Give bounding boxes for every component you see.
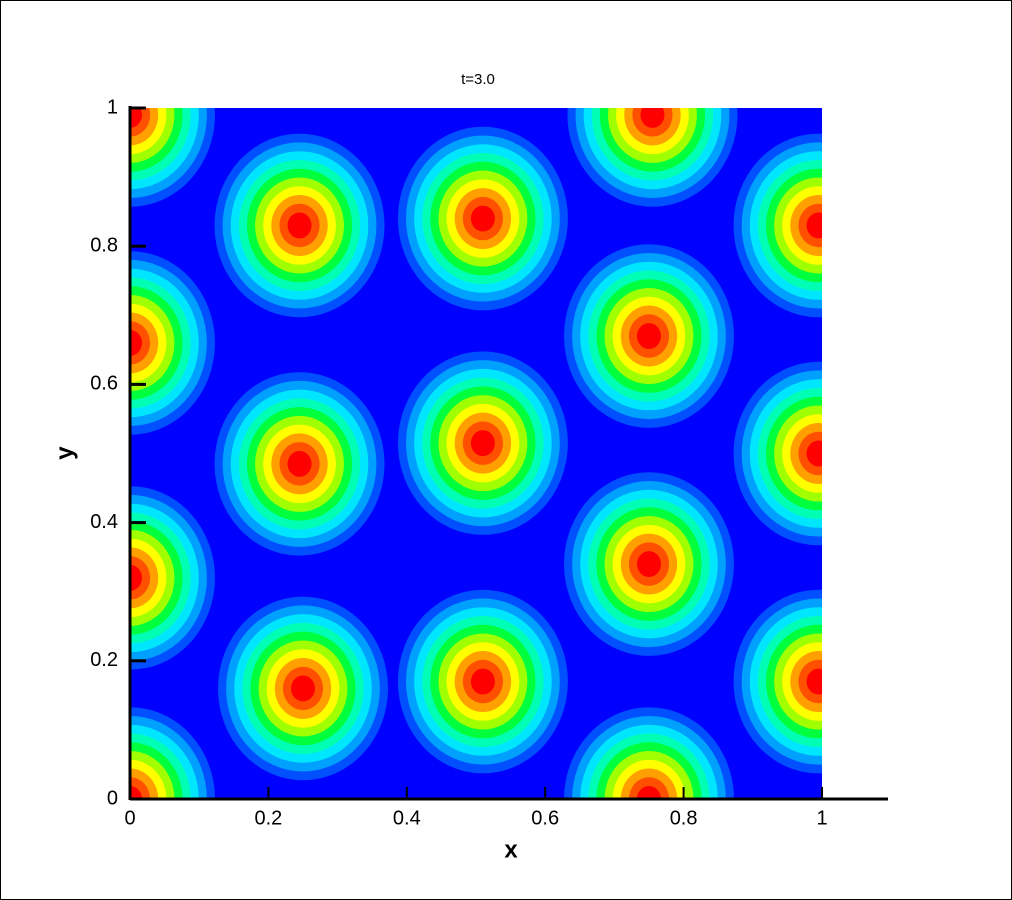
y-tick-label: 0.2 (90, 649, 118, 671)
contour-band (130, 786, 142, 799)
x-tick-label: 0.2 (254, 807, 282, 829)
y-tick-label: 0 (107, 787, 118, 809)
contour-band (637, 551, 661, 578)
x-axis-label: x (504, 836, 518, 863)
y-tick-label: 1 (107, 96, 118, 118)
contour-band (130, 564, 142, 591)
contour-band (470, 668, 495, 695)
contour-band (287, 450, 312, 477)
y-axis-label: y (51, 446, 78, 460)
contour-band (291, 675, 315, 702)
x-tick-label: 0.6 (531, 807, 559, 829)
y-tick-label: 0.4 (90, 511, 118, 533)
y-tick-label: 0.6 (90, 373, 118, 395)
contour-band (130, 329, 142, 356)
x-tick-label: 0.8 (670, 807, 698, 829)
x-tick-label: 0.4 (393, 807, 421, 829)
contour-band (806, 212, 822, 239)
contour-band (470, 430, 495, 457)
contour-band (640, 108, 665, 128)
y-tick-label: 0.8 (90, 234, 118, 256)
contour-band (806, 440, 822, 467)
x-tick-label: 0 (124, 807, 135, 829)
plot-area (130, 108, 822, 799)
contour-band (806, 668, 822, 695)
x-tick-label: 1 (816, 807, 827, 829)
contour-band (637, 323, 661, 349)
contour-band (637, 786, 661, 799)
contour-band (287, 212, 312, 239)
contour-band (470, 205, 495, 232)
contour-band (130, 108, 142, 128)
chart-title: t=3.0 (461, 71, 495, 88)
